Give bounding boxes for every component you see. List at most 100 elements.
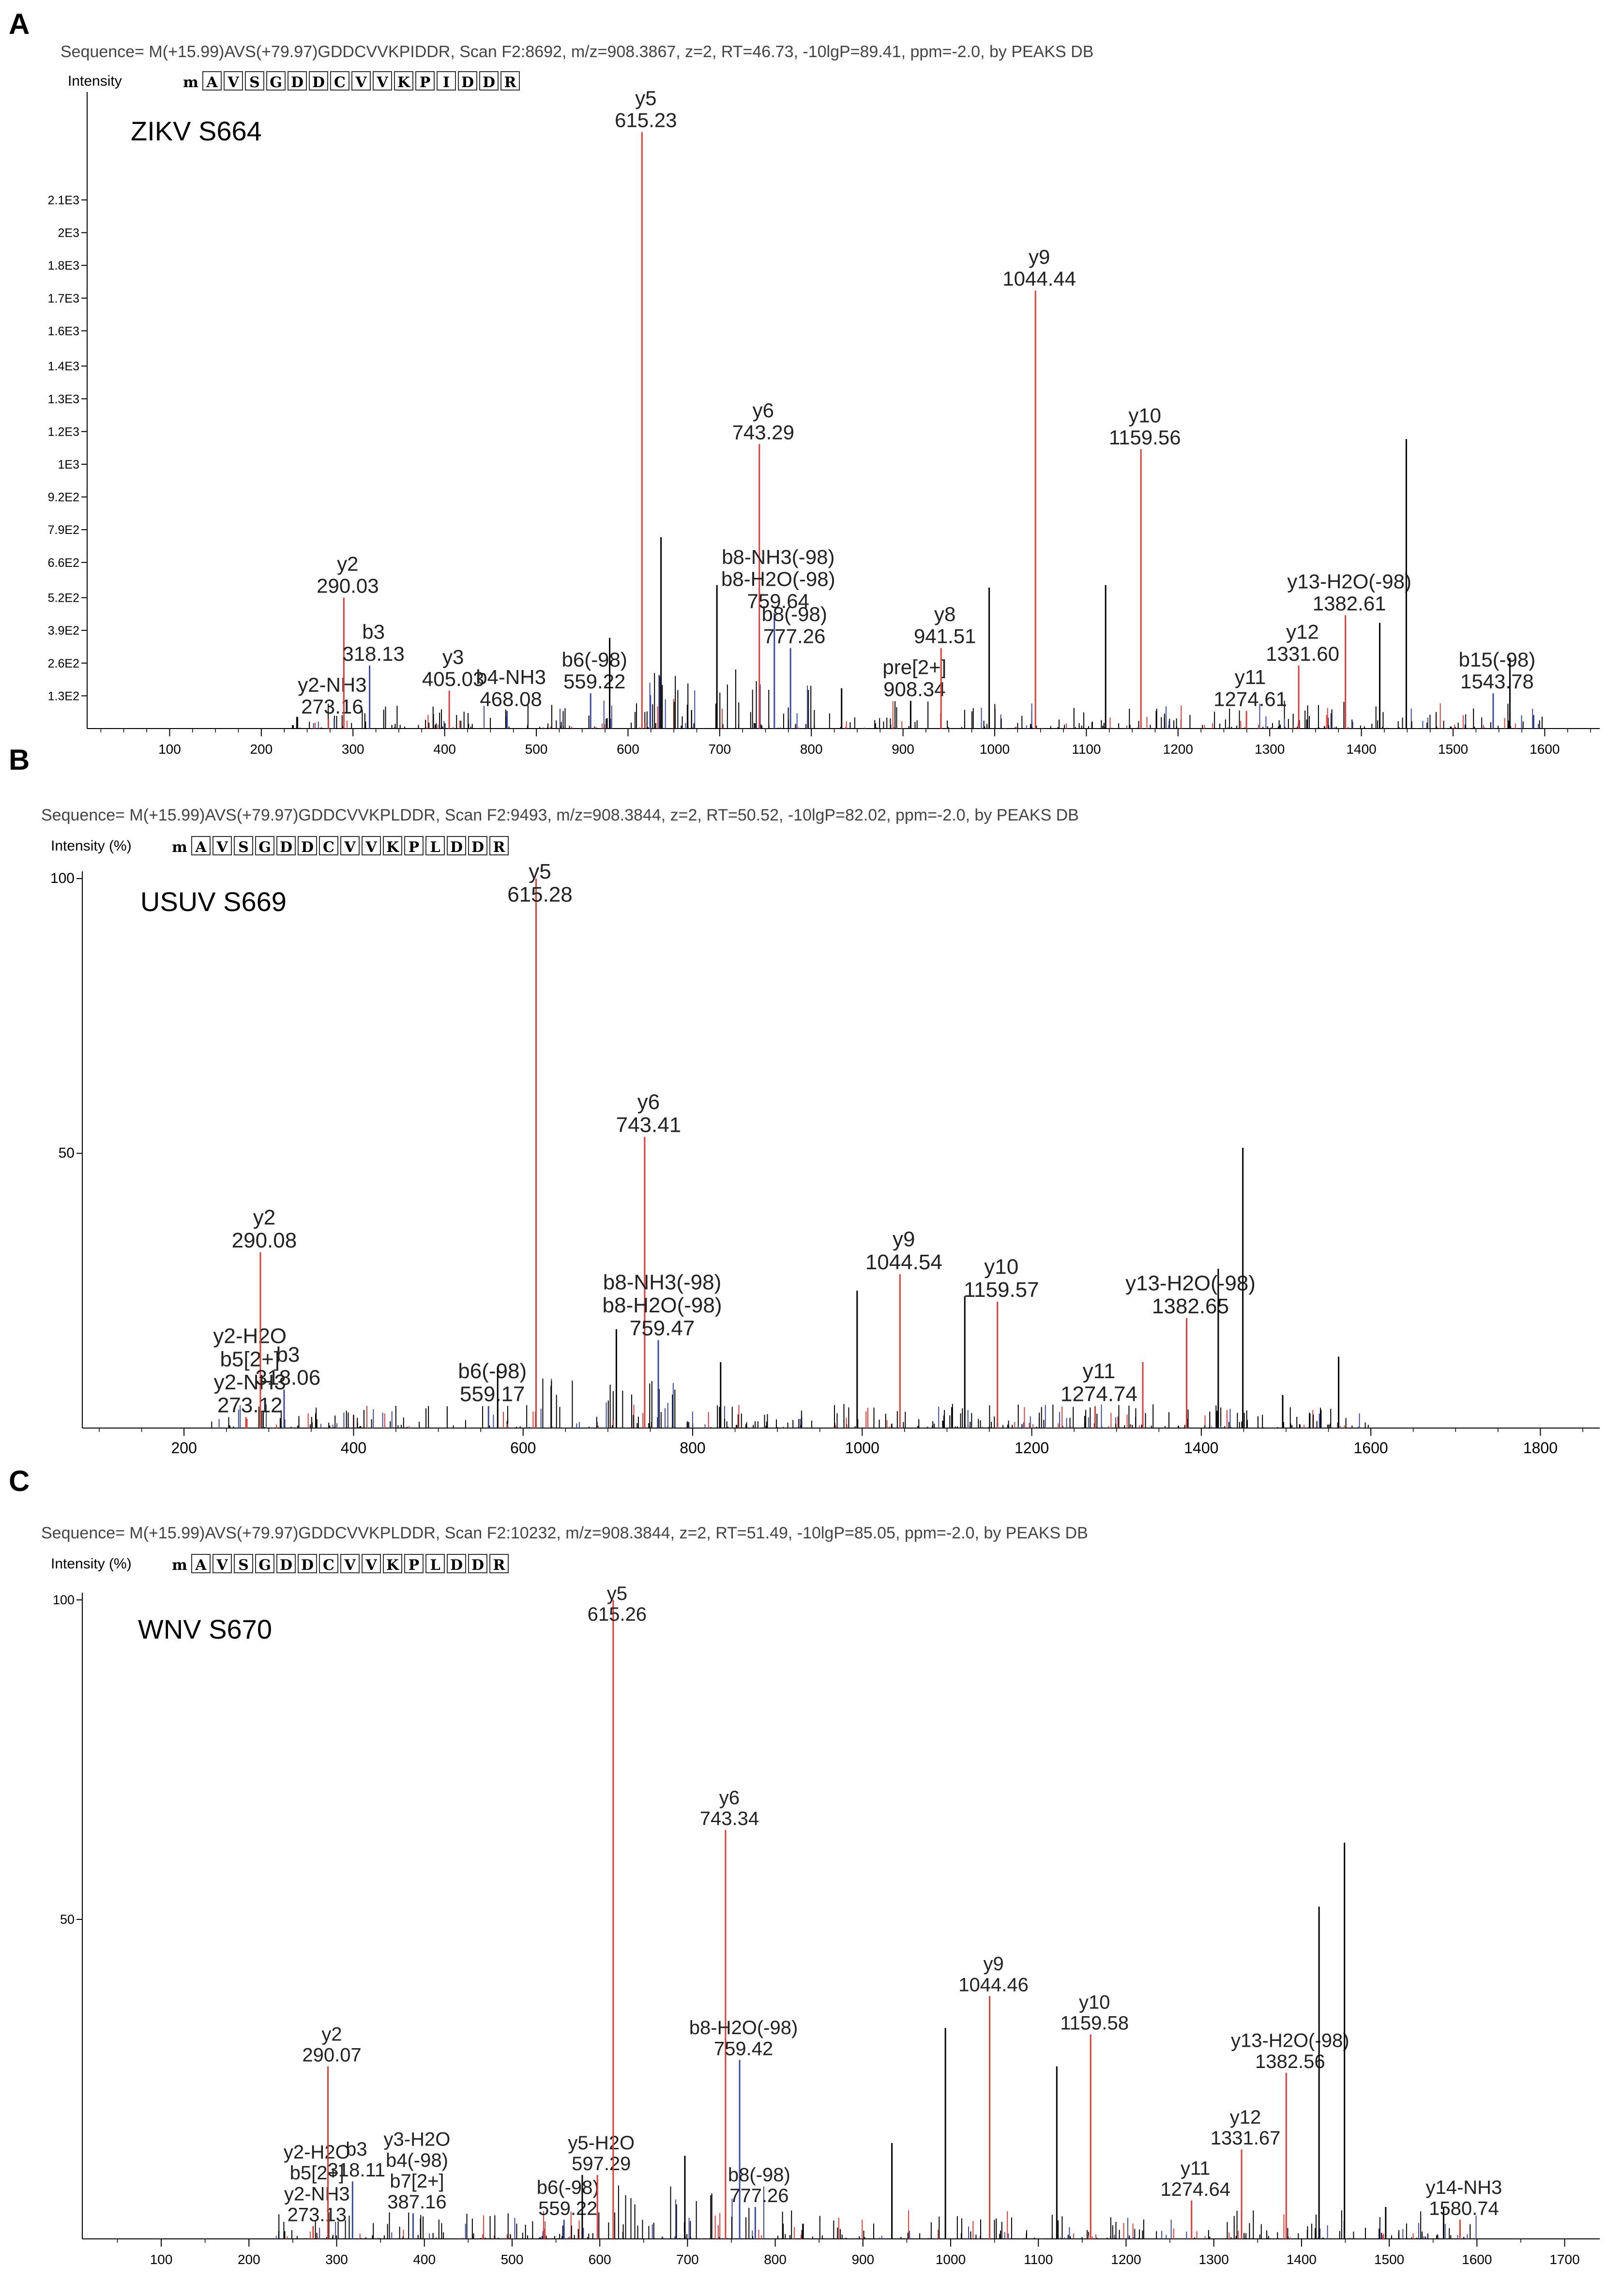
sequence-residue: P: [409, 1557, 420, 1574]
x-tick-label: 900: [892, 742, 914, 757]
sequence-box: [425, 836, 445, 855]
spectrum-header: Sequence= M(+15.99)AVS(+79.97)GDDCVVKPLD…: [41, 1524, 1088, 1542]
peak-label: b8-NH3(-98): [722, 546, 834, 568]
x-tick-label: 1600: [1530, 742, 1560, 757]
sequence-residue: K: [386, 1557, 399, 1574]
sequence-box: [447, 836, 466, 855]
peak-label: 273.12: [217, 1393, 283, 1417]
peak-label: y13-H2O(-98): [1125, 1271, 1256, 1295]
sequence-box: [245, 71, 264, 91]
peak-label: b3: [276, 1343, 300, 1367]
peak-label: 273.16: [301, 695, 363, 718]
peak-label: b15(-98): [1459, 648, 1536, 671]
x-tick-label: 1600: [1354, 1439, 1388, 1457]
peak-label: 318.13: [342, 642, 404, 665]
sequence-box: [340, 1554, 360, 1573]
x-tick-label: 1400: [1287, 2252, 1317, 2267]
y-tick-label: 1.6E3: [48, 324, 79, 338]
sequence-box: [288, 71, 307, 91]
peak-label: 318.11: [328, 2159, 385, 2181]
peak-label: b3: [346, 2139, 367, 2160]
y-tick-label: 100: [50, 870, 75, 886]
peak-label: y11: [1083, 1359, 1116, 1383]
sequence-box: [437, 71, 456, 91]
sequence-box: [404, 836, 424, 855]
peak-label: y3-H2O: [384, 2129, 451, 2150]
sequence-residue: R: [493, 1557, 506, 1574]
peak-label: b7[2+]: [390, 2171, 444, 2192]
y-axis-label: Intensity: [68, 73, 122, 89]
peak-label: 1159.56: [1109, 426, 1181, 449]
sequence-residue: A: [195, 1557, 207, 1574]
x-tick-label: 800: [680, 1439, 705, 1457]
sequence-residue: A: [206, 74, 218, 91]
site-label: WNV S670: [138, 1614, 272, 1644]
site-label: USUV S669: [140, 886, 287, 917]
sequence-residue: S: [249, 74, 260, 91]
sequence-box: [362, 836, 381, 855]
sequence-residue: V: [355, 74, 367, 91]
peak-label: b8(-98): [761, 603, 827, 625]
peak-label: y2-NH3: [214, 1370, 286, 1394]
peak-label: y2-NH3: [298, 673, 366, 696]
peak-label: y2: [253, 1205, 275, 1229]
peak-label: b5[2+]: [290, 2162, 344, 2184]
peak-label: b5[2+]: [220, 1347, 280, 1371]
sequence-residue: D: [483, 74, 495, 91]
peak-label: 387.16: [387, 2191, 446, 2213]
sequence-residue: D: [291, 74, 303, 91]
peak-label: 1274.64: [1160, 2179, 1230, 2200]
sequence-box: [351, 71, 371, 91]
peak-label: y2: [321, 2023, 342, 2045]
sequence-residue: V: [344, 839, 356, 856]
noise-peaks: [211, 1378, 1369, 1428]
peak-label: 1382.65: [1152, 1294, 1229, 1318]
sequence-residue: D: [301, 1557, 314, 1574]
sequence-residue: m: [183, 74, 198, 91]
peak-label: 1382.56: [1255, 2051, 1325, 2072]
x-tick-label: 400: [341, 1439, 366, 1457]
x-tick-label: 1200: [1163, 742, 1193, 757]
x-tick-label: 1000: [980, 742, 1010, 757]
peak-label: y2: [337, 552, 358, 575]
spectrum-panel-c: C Sequence= M(+15.99)AVS(+79.97)GDDCVVKPL…: [9, 1465, 1600, 2267]
sequence-residue: D: [471, 1557, 484, 1574]
y-tick-label: 1.3E3: [48, 393, 79, 406]
peak-label: b6(-98): [537, 2177, 599, 2198]
peak-label: y11: [1235, 666, 1266, 688]
peak-label: y9: [983, 1953, 1003, 1975]
peak-label: y5: [635, 87, 656, 109]
y-tick-label: 1.2E3: [48, 425, 79, 439]
sequence-residue: P: [420, 74, 431, 91]
peak-label: 1159.57: [964, 1278, 1039, 1302]
sequence-box: [468, 836, 487, 855]
peak-label: y10: [984, 1255, 1018, 1278]
peak-label: 743.34: [700, 1808, 759, 1829]
sequence-box: [489, 1554, 509, 1573]
x-tick-label: 600: [510, 1439, 536, 1457]
sequence-box: [425, 1554, 445, 1573]
x-tick-label: 1700: [1549, 2252, 1579, 2267]
peak-label: 941.51: [914, 625, 976, 648]
sequence-box: [255, 1554, 274, 1573]
peak-label: 1274.61: [1213, 688, 1287, 711]
x-tick-label: 1000: [845, 1439, 879, 1457]
peak-label: 468.08: [480, 688, 542, 711]
peak-label: y3: [442, 646, 464, 669]
x-tick-label: 1100: [1072, 742, 1101, 757]
peak-label: 318.06: [256, 1366, 321, 1390]
x-tick-label: 500: [501, 2252, 524, 2267]
peak-label: b4(-98): [386, 2150, 448, 2171]
peak-label: 615.26: [588, 1604, 647, 1625]
sequence-residue: I: [443, 74, 450, 91]
sequence-box: [224, 71, 243, 91]
peak-label: y14-NH3: [1425, 2177, 1502, 2198]
peak-label: y8: [934, 603, 955, 625]
sequence-box: [309, 71, 328, 91]
panel-letter: A: [9, 8, 30, 40]
sequence-residue: A: [195, 839, 207, 856]
sequence-box: [276, 836, 296, 855]
y-tick-label: 50: [59, 1145, 75, 1161]
peak-label: 1331.67: [1211, 2128, 1281, 2149]
sequence-residue: C: [334, 74, 346, 91]
